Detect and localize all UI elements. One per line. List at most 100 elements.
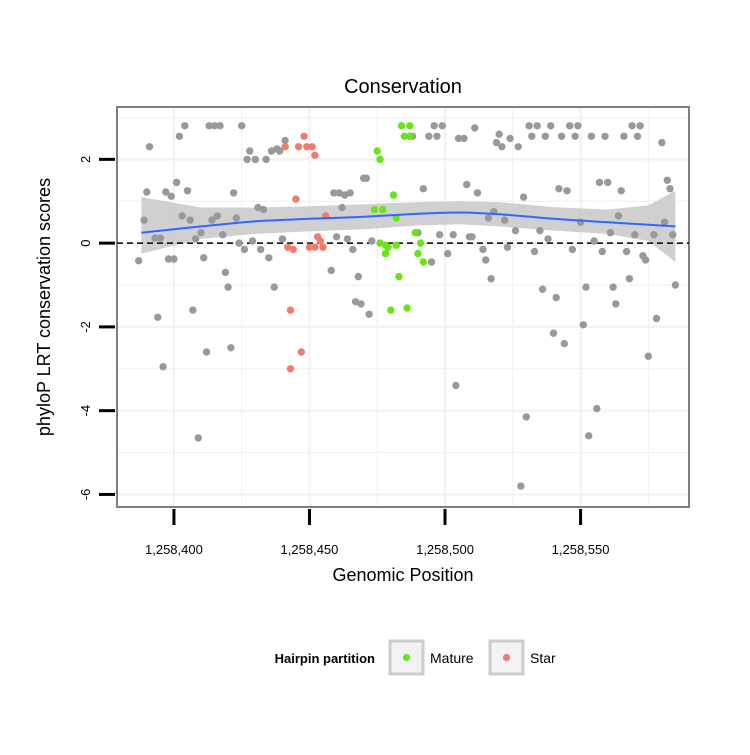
data-point-other bbox=[194, 434, 202, 442]
data-point-mature bbox=[376, 155, 384, 164]
data-point-other bbox=[506, 134, 514, 143]
data-point-other bbox=[276, 147, 284, 155]
data-point-other bbox=[167, 192, 175, 200]
data-point-other bbox=[140, 216, 148, 224]
data-point-other bbox=[595, 178, 604, 187]
data-point-star bbox=[286, 306, 295, 314]
data-point-star bbox=[308, 143, 316, 151]
data-point-other bbox=[519, 193, 528, 201]
data-point-other bbox=[200, 254, 208, 262]
data-point-star bbox=[297, 348, 305, 356]
data-point-other bbox=[498, 143, 506, 151]
data-point-other bbox=[186, 216, 194, 224]
data-point-other bbox=[517, 482, 525, 490]
data-point-mature bbox=[381, 249, 390, 258]
data-point-other bbox=[503, 243, 512, 251]
y-tick-label: -2 bbox=[78, 321, 93, 333]
data-point-other bbox=[240, 245, 249, 254]
panel-background bbox=[117, 107, 689, 507]
data-point-other bbox=[641, 256, 650, 264]
data-point-other bbox=[248, 237, 257, 245]
data-point-other bbox=[484, 214, 493, 222]
data-point-other bbox=[614, 212, 623, 220]
data-point-other bbox=[159, 363, 167, 371]
data-point-other bbox=[330, 189, 338, 197]
data-point-other bbox=[606, 229, 615, 237]
smooth-line-group bbox=[141, 211, 676, 234]
data-point-other bbox=[281, 136, 289, 145]
x-tick-label: 1,258,450 bbox=[281, 542, 339, 557]
data-point-other bbox=[232, 214, 240, 222]
data-point-other bbox=[468, 233, 476, 241]
data-point-other bbox=[460, 134, 468, 143]
data-point-mature bbox=[387, 306, 395, 314]
data-point-other bbox=[666, 185, 674, 193]
legend-swatch-star bbox=[502, 653, 511, 662]
data-point-other bbox=[566, 122, 574, 130]
data-point-other bbox=[178, 212, 186, 220]
data-point-other bbox=[135, 257, 143, 265]
data-point-star bbox=[311, 151, 319, 159]
data-point-other bbox=[164, 255, 173, 263]
y-tick-label: 0 bbox=[78, 239, 93, 246]
data-point-other bbox=[538, 285, 547, 293]
data-point-mature bbox=[419, 258, 427, 266]
x-axis-label: Genomic Position bbox=[332, 565, 473, 585]
data-point-mature bbox=[392, 241, 400, 249]
data-point-other bbox=[585, 432, 593, 440]
data-point-other bbox=[652, 314, 661, 323]
data-point-other bbox=[669, 231, 677, 239]
data-point-other bbox=[343, 235, 352, 243]
legend-label-mature: Mature bbox=[430, 650, 474, 666]
data-point-other bbox=[536, 226, 544, 235]
data-point-other bbox=[628, 122, 636, 130]
data-point-other bbox=[547, 122, 555, 130]
data-point-mature bbox=[406, 132, 414, 140]
y-tick-label: -6 bbox=[78, 489, 93, 501]
data-point-other bbox=[525, 122, 533, 130]
data-point-mature bbox=[373, 147, 381, 155]
points-group bbox=[135, 122, 680, 490]
data-point-other bbox=[501, 216, 509, 224]
data-point-other bbox=[622, 247, 631, 256]
confidence-ribbon bbox=[141, 190, 676, 262]
x-tick-label: 1,258,400 bbox=[145, 542, 203, 557]
data-point-mature bbox=[416, 239, 425, 247]
data-point-other bbox=[208, 216, 216, 224]
data-point-other bbox=[181, 122, 189, 130]
data-point-other bbox=[425, 132, 433, 140]
data-point-mature bbox=[379, 205, 387, 214]
data-point-other bbox=[327, 266, 335, 275]
data-point-other bbox=[658, 138, 666, 147]
data-point-star bbox=[281, 143, 289, 151]
x-tick-label: 1,258,550 bbox=[552, 542, 610, 557]
data-point-star bbox=[294, 143, 303, 151]
data-point-other bbox=[435, 231, 444, 239]
data-point-other bbox=[636, 122, 644, 130]
data-point-star bbox=[292, 195, 300, 203]
data-point-other bbox=[663, 176, 671, 184]
data-point-mature bbox=[403, 304, 411, 312]
data-point-other bbox=[368, 237, 376, 245]
data-point-other bbox=[357, 300, 365, 308]
data-point-other bbox=[210, 122, 219, 130]
data-point-star bbox=[286, 365, 295, 373]
data-point-other bbox=[433, 132, 441, 140]
data-point-other bbox=[257, 245, 265, 254]
data-point-other bbox=[235, 239, 243, 247]
data-point-star bbox=[311, 243, 319, 251]
data-point-other bbox=[143, 188, 151, 196]
data-point-mature bbox=[384, 243, 392, 251]
legend-label-star: Star bbox=[530, 650, 556, 666]
data-point-other bbox=[251, 155, 259, 164]
data-point-star bbox=[300, 132, 308, 140]
data-point-other bbox=[221, 268, 230, 277]
data-point-other bbox=[463, 180, 471, 189]
data-point-other bbox=[582, 283, 590, 291]
data-point-other bbox=[338, 203, 346, 212]
data-point-other bbox=[170, 255, 178, 263]
data-point-other bbox=[151, 234, 159, 242]
data-point-other bbox=[172, 178, 181, 187]
